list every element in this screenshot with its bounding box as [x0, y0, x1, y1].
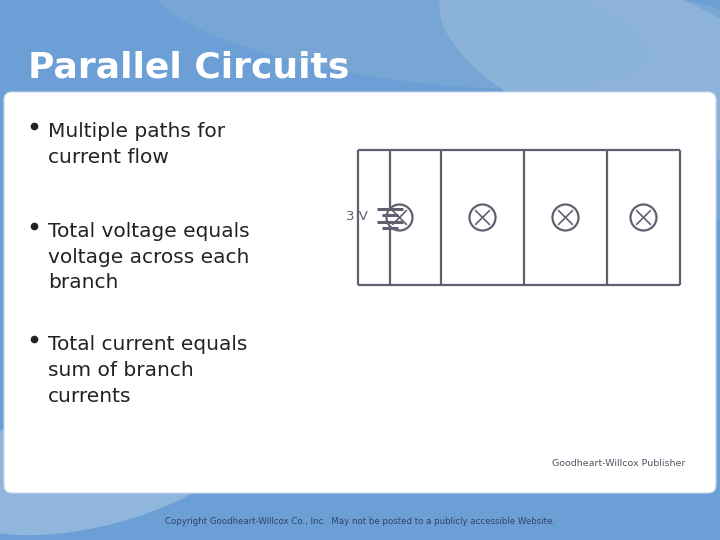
Text: Multiple paths for
current flow: Multiple paths for current flow	[48, 122, 225, 167]
Ellipse shape	[569, 0, 720, 221]
Text: Copyright Goodheart-Willcox Co., Inc.  May not be posted to a publicly accessibl: Copyright Goodheart-Willcox Co., Inc. Ma…	[165, 517, 555, 526]
Text: Goodheart-Willcox Publisher: Goodheart-Willcox Publisher	[552, 459, 685, 468]
FancyBboxPatch shape	[4, 92, 716, 493]
Ellipse shape	[153, 0, 648, 89]
Text: Total voltage equals
voltage across each
branch: Total voltage equals voltage across each…	[48, 222, 250, 293]
Text: Parallel Circuits: Parallel Circuits	[28, 51, 349, 85]
Ellipse shape	[439, 0, 720, 159]
Text: 3 V: 3 V	[346, 210, 368, 223]
Text: Total current equals
sum of branch
currents: Total current equals sum of branch curre…	[48, 335, 248, 406]
Ellipse shape	[0, 385, 256, 535]
